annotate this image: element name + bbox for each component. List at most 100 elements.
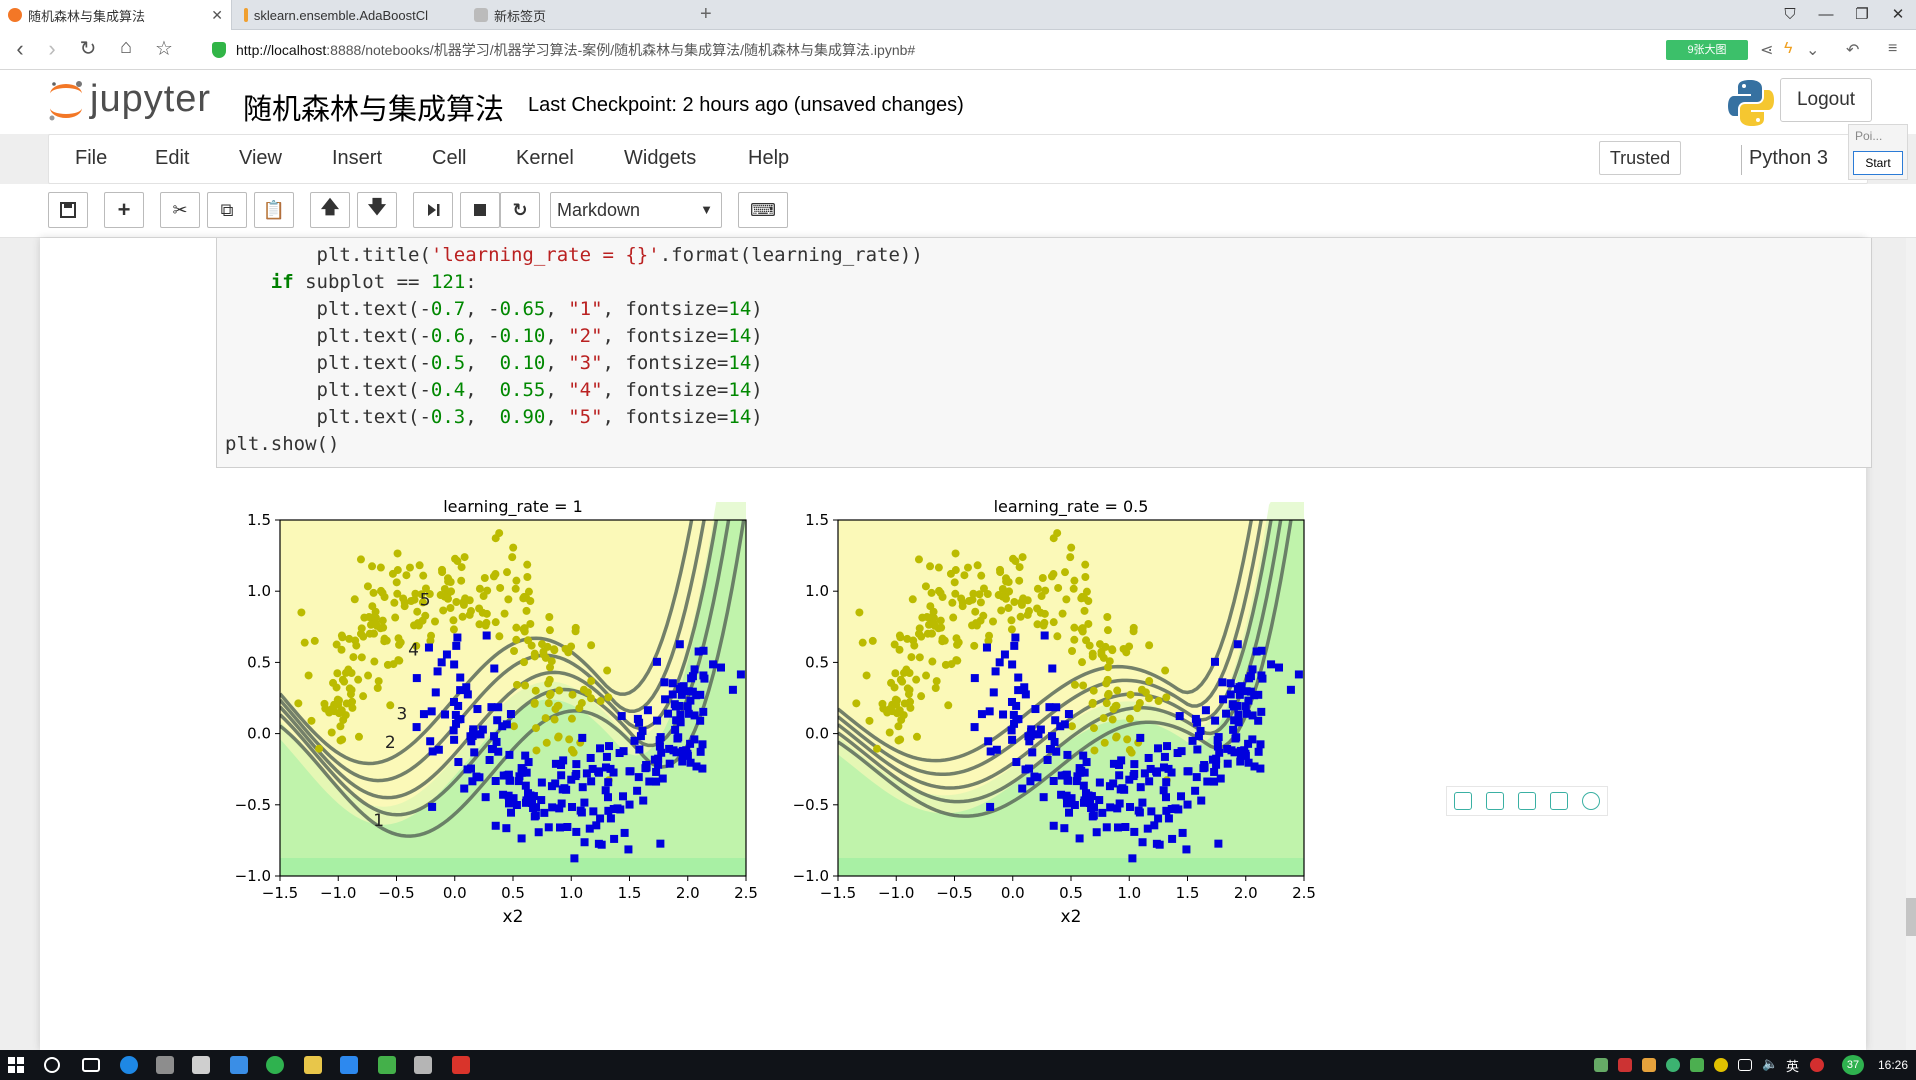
menu-insert[interactable]: Insert bbox=[332, 147, 383, 169]
volume-icon[interactable]: 🔈 bbox=[1762, 1056, 1779, 1071]
point-class1 bbox=[1196, 726, 1205, 735]
menu-edit[interactable]: Edit bbox=[155, 147, 190, 169]
share-icon[interactable]: ⋖ bbox=[1760, 42, 1774, 59]
menu-widgets[interactable]: Widgets bbox=[624, 147, 697, 169]
close-tab-icon[interactable]: ✕ bbox=[211, 7, 223, 23]
url-input[interactable]: http://localhost:8888/notebooks/机器学习/机器学… bbox=[236, 38, 915, 62]
shirt-icon[interactable]: ⛉ bbox=[1784, 6, 1796, 23]
minimize-icon[interactable]: — bbox=[1818, 6, 1834, 23]
menu-icon[interactable]: ≡ bbox=[1888, 40, 1898, 57]
star-icon[interactable]: ☆ bbox=[155, 38, 173, 60]
app-icon[interactable] bbox=[230, 1056, 248, 1074]
paste-icon[interactable]: 📋 bbox=[254, 192, 294, 228]
windows-start-icon[interactable] bbox=[8, 1057, 24, 1073]
edge-icon[interactable] bbox=[120, 1056, 138, 1074]
point-class1 bbox=[658, 774, 667, 783]
point-class1 bbox=[1188, 736, 1197, 745]
menu-file[interactable]: File bbox=[75, 147, 108, 169]
point-class1 bbox=[1229, 725, 1238, 734]
point-class1 bbox=[630, 736, 639, 745]
point-class0 bbox=[531, 686, 540, 695]
plot-settings-icon[interactable] bbox=[1582, 792, 1600, 810]
forward-icon[interactable]: › bbox=[48, 36, 56, 61]
menu-help[interactable]: Help bbox=[748, 147, 790, 169]
point-class0 bbox=[1001, 594, 1010, 603]
point-class1 bbox=[476, 730, 485, 739]
point-class0 bbox=[546, 663, 555, 672]
point-class1 bbox=[1010, 641, 1019, 650]
input-lang[interactable]: 英 bbox=[1786, 1059, 1800, 1074]
logout-button[interactable]: Logout bbox=[1780, 78, 1872, 122]
browser-tab-sklearn[interactable]: sklearn.ensemble.AdaBoostCl bbox=[236, 0, 436, 30]
back-icon[interactable]: ‹ bbox=[16, 36, 24, 61]
point-class1 bbox=[572, 760, 581, 769]
jupyter-logo-icon[interactable] bbox=[46, 78, 86, 124]
lightning-icon[interactable]: ϟ bbox=[1784, 40, 1793, 57]
tray-shield-icon[interactable] bbox=[1690, 1058, 1704, 1072]
tray-icon-5[interactable] bbox=[1714, 1058, 1728, 1072]
cell-type-select[interactable]: Markdown ▼ bbox=[550, 192, 722, 228]
start-button[interactable]: Start bbox=[1853, 151, 1903, 175]
app2-icon[interactable] bbox=[340, 1056, 358, 1074]
run-cell-icon[interactable] bbox=[413, 192, 453, 228]
app3-icon[interactable] bbox=[378, 1056, 396, 1074]
browser-360-icon[interactable] bbox=[266, 1056, 284, 1074]
menu-cell[interactable]: Cell bbox=[432, 147, 467, 169]
point-class1 bbox=[660, 678, 669, 687]
network-icon[interactable] bbox=[1738, 1059, 1752, 1071]
undo-icon[interactable]: ↶ bbox=[1846, 42, 1860, 59]
close-window-icon[interactable]: ✕ bbox=[1891, 6, 1905, 23]
point-class1 bbox=[551, 759, 560, 768]
page-scrollbar[interactable] bbox=[1906, 238, 1916, 1050]
image-badge[interactable]: 9张大图 bbox=[1666, 40, 1748, 60]
page-scrollbar-thumb[interactable] bbox=[1906, 898, 1916, 936]
tray-icon-3[interactable] bbox=[1642, 1058, 1656, 1072]
point-class0 bbox=[937, 623, 946, 632]
home-icon[interactable]: ⌂ bbox=[119, 36, 133, 58]
search-icon[interactable] bbox=[44, 1057, 60, 1073]
mail-icon[interactable] bbox=[192, 1056, 210, 1074]
folder-icon[interactable] bbox=[304, 1056, 322, 1074]
point-class0 bbox=[541, 714, 550, 723]
copy-icon[interactable]: ⧉ bbox=[207, 192, 247, 228]
point-class0 bbox=[337, 645, 346, 654]
point-class0 bbox=[336, 722, 345, 731]
plot-copy-icon[interactable] bbox=[1454, 792, 1472, 810]
menu-kernel[interactable]: Kernel bbox=[516, 147, 574, 169]
point-class0 bbox=[868, 636, 877, 645]
dropdown-icon[interactable]: ⌄ bbox=[1806, 42, 1820, 59]
point-class0 bbox=[523, 572, 532, 581]
code-cell[interactable]: plt.title('learning_rate = {}'.format(le… bbox=[216, 238, 1872, 468]
app4-icon[interactable] bbox=[414, 1056, 432, 1074]
restore-icon[interactable]: ❐ bbox=[1855, 6, 1869, 23]
new-tab-icon[interactable]: + bbox=[700, 3, 712, 25]
move-down-icon[interactable]: 🡇 bbox=[357, 192, 397, 228]
stop-icon[interactable] bbox=[460, 192, 500, 228]
plot-export-icon[interactable] bbox=[1550, 792, 1568, 810]
tray-icon-6[interactable] bbox=[1810, 1058, 1824, 1072]
tray-icon-4[interactable] bbox=[1666, 1058, 1680, 1072]
menu-view[interactable]: View bbox=[239, 147, 282, 169]
trusted-indicator[interactable]: Trusted bbox=[1599, 141, 1681, 175]
point-class0 bbox=[380, 592, 389, 601]
tray-icon-2[interactable] bbox=[1618, 1058, 1632, 1072]
browser-tab-notebook[interactable]: 随机森林与集成算法 ✕ bbox=[0, 0, 232, 30]
save-icon[interactable] bbox=[48, 192, 88, 228]
browser-tab-newtab[interactable]: 新标签页 bbox=[466, 0, 666, 30]
tray-badge[interactable]: 37 bbox=[1842, 1055, 1864, 1075]
move-up-icon[interactable]: 🡅 bbox=[310, 192, 350, 228]
cut-icon[interactable]: ✂ bbox=[160, 192, 200, 228]
plot-save-icon[interactable] bbox=[1518, 792, 1536, 810]
plot-expand-icon[interactable] bbox=[1486, 792, 1504, 810]
keyboard-icon[interactable]: ⌨ bbox=[738, 192, 788, 228]
restart-icon[interactable]: ↻ bbox=[500, 192, 540, 228]
notebook-title[interactable]: 随机森林与集成算法 bbox=[243, 94, 505, 126]
tray-icon-1[interactable] bbox=[1594, 1058, 1608, 1072]
task-view-icon[interactable] bbox=[82, 1058, 100, 1072]
reload-icon[interactable]: ↻ bbox=[79, 38, 97, 60]
app5-icon[interactable] bbox=[452, 1056, 470, 1074]
point-class1 bbox=[1294, 670, 1303, 679]
store-icon[interactable] bbox=[156, 1056, 174, 1074]
add-cell-icon[interactable]: + bbox=[104, 192, 144, 228]
point-class1 bbox=[664, 709, 673, 718]
